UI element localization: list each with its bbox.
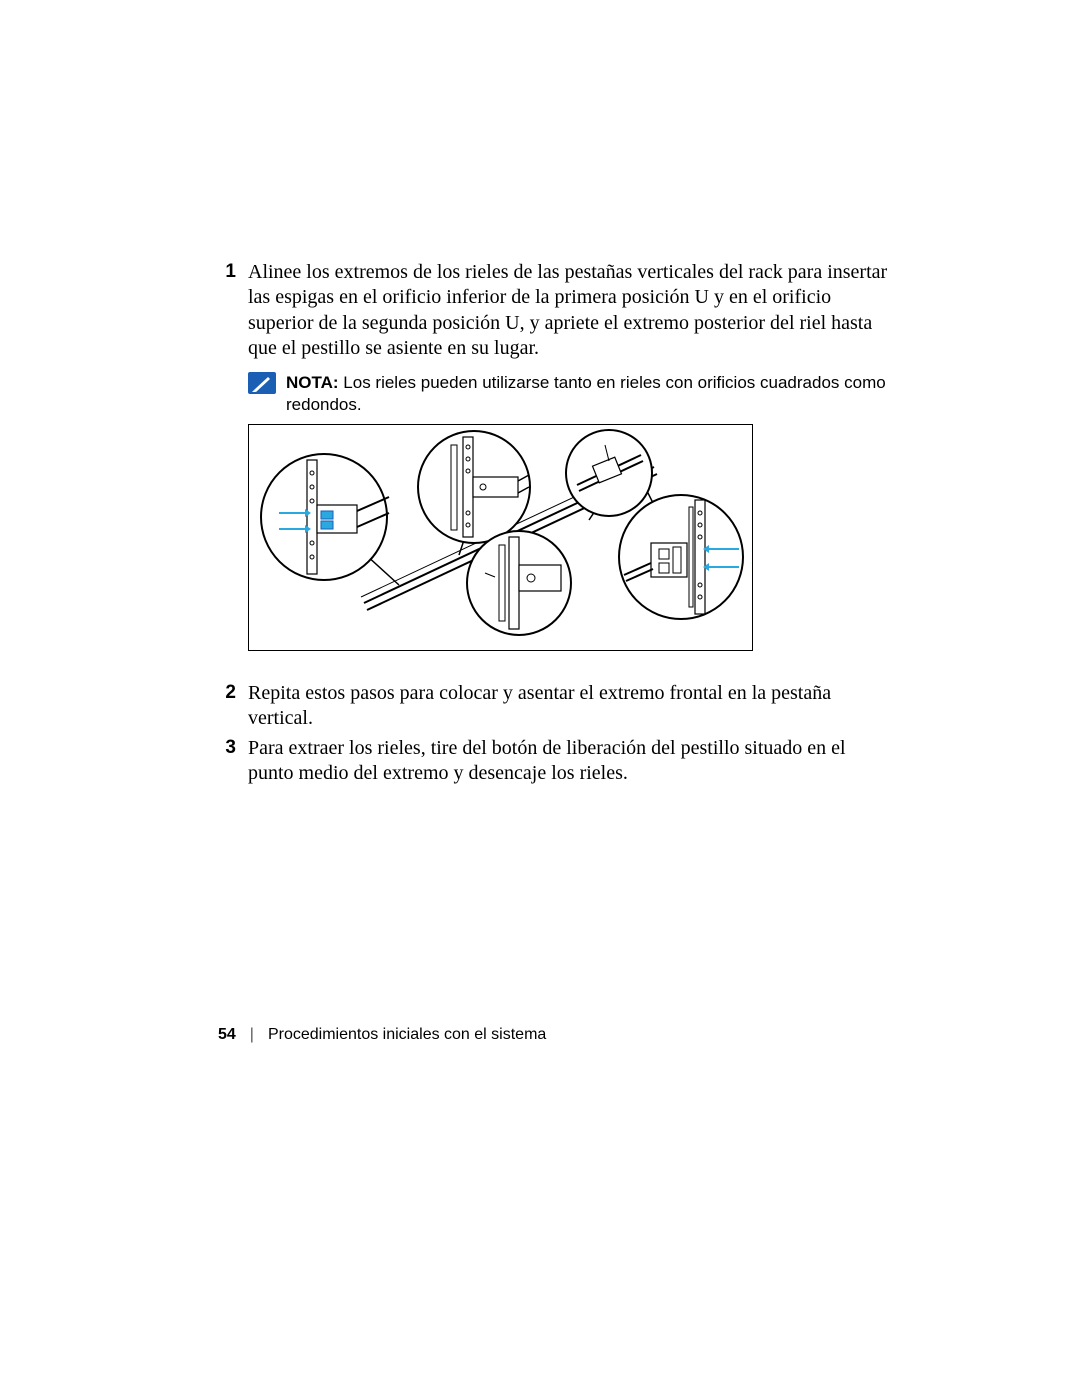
note-label: NOTA: xyxy=(286,373,339,392)
step-list: 1 Alinee los extremos de los rieles de l… xyxy=(218,260,895,362)
footer-title: Procedimientos iniciales con el sistema xyxy=(268,1026,546,1044)
step-number: 3 xyxy=(218,736,248,787)
step-item-3: 3 Para extraer los rieles, tire del botó… xyxy=(218,736,895,787)
document-page: 1 Alinee los extremos de los rieles de l… xyxy=(0,0,1080,1397)
note-body: Los rieles pueden utilizarse tanto en ri… xyxy=(286,373,886,414)
rail-diagram-figure xyxy=(248,424,753,651)
note-icon xyxy=(248,372,276,394)
step-item-2: 2 Repita estos pasos para colocar y asen… xyxy=(218,681,895,732)
footer-separator: | xyxy=(250,1026,254,1044)
step-number: 2 xyxy=(218,681,248,732)
step-text: Alinee los extremos de los rieles de las… xyxy=(248,260,895,362)
step-item-1: 1 Alinee los extremos de los rieles de l… xyxy=(218,260,895,362)
step-list-continued: 2 Repita estos pasos para colocar y asen… xyxy=(218,681,895,787)
note-block: NOTA: Los rieles pueden utilizarse tanto… xyxy=(248,372,895,416)
page-number: 54 xyxy=(218,1026,236,1044)
page-footer: 54 | Procedimientos iniciales con el sis… xyxy=(218,1026,546,1044)
step-text: Repita estos pasos para colocar y asenta… xyxy=(248,681,895,732)
note-text: NOTA: Los rieles pueden utilizarse tanto… xyxy=(286,372,895,416)
step-text: Para extraer los rieles, tire del botón … xyxy=(248,736,895,787)
step-number: 1 xyxy=(218,260,248,362)
